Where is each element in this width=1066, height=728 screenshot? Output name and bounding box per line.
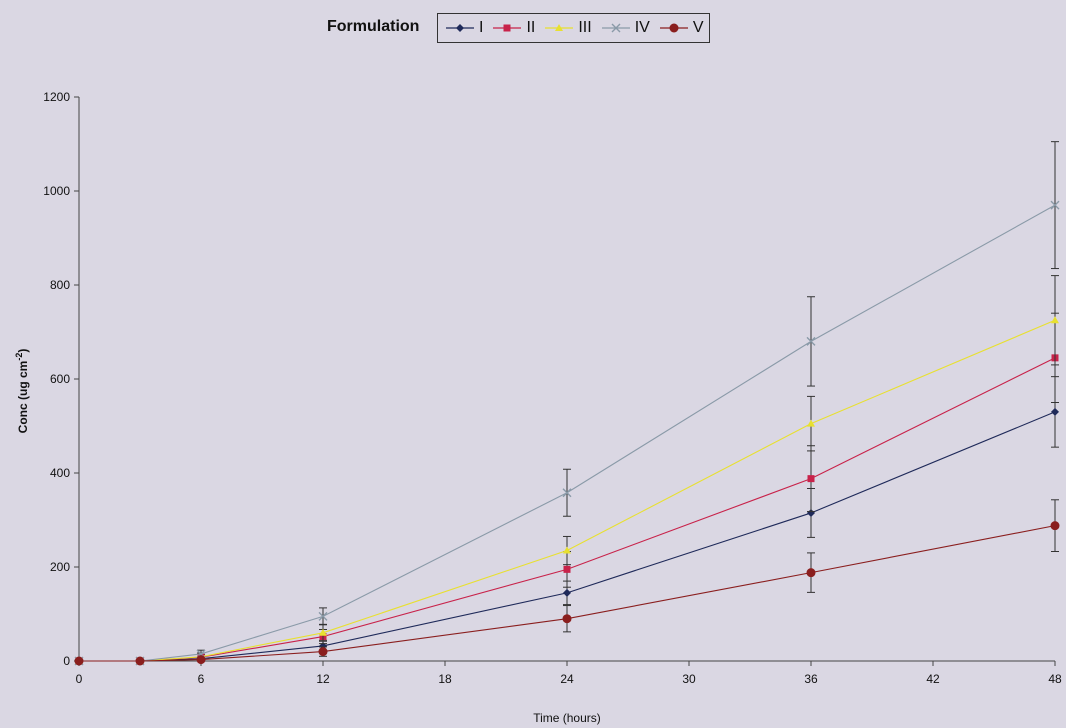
legend-item-V: V bbox=[658, 19, 704, 37]
data-point bbox=[196, 655, 206, 665]
legend-label: II bbox=[526, 19, 536, 36]
legend-marker bbox=[611, 23, 621, 33]
legend-label: V bbox=[692, 19, 704, 36]
x-tick-label: 48 bbox=[1048, 672, 1062, 686]
legend-swatch bbox=[446, 24, 474, 32]
data-point bbox=[319, 628, 327, 636]
legend-item-IV: IV bbox=[600, 19, 650, 37]
x-tick-label: 12 bbox=[316, 672, 330, 686]
legend-item-II: II bbox=[491, 19, 535, 37]
data-point bbox=[806, 336, 816, 346]
x-axis-title: Time (hours) bbox=[533, 711, 601, 725]
data-point bbox=[807, 419, 815, 427]
y-axis-title: Conc (ug cm-2) bbox=[14, 349, 30, 434]
y-tick-label: 1200 bbox=[43, 90, 70, 104]
data-point bbox=[135, 656, 145, 666]
y-tick-label: 800 bbox=[50, 278, 70, 292]
legend-label: III bbox=[578, 19, 592, 36]
y-tick-label: 400 bbox=[50, 466, 70, 480]
legend-swatch bbox=[601, 23, 630, 33]
x-tick-label: 6 bbox=[198, 672, 205, 686]
y-tick-label: 200 bbox=[50, 560, 70, 574]
legend-label: IV bbox=[634, 19, 650, 36]
x-tick-label: 18 bbox=[438, 672, 452, 686]
x-tick-label: 24 bbox=[560, 672, 574, 686]
data-point bbox=[562, 488, 572, 498]
legend-swatch bbox=[545, 24, 574, 31]
y-tick-label: 1000 bbox=[43, 184, 70, 198]
data-point bbox=[806, 568, 816, 578]
y-tick-label: 0 bbox=[63, 654, 70, 668]
series-V bbox=[74, 499, 1060, 666]
legend: I II III IV V bbox=[437, 13, 711, 43]
data-point bbox=[807, 508, 815, 517]
data-point bbox=[1050, 521, 1060, 531]
data-point bbox=[1050, 200, 1060, 210]
data-point bbox=[807, 475, 815, 483]
x-tick-label: 42 bbox=[926, 672, 940, 686]
legend-marker bbox=[503, 24, 511, 32]
data-point bbox=[563, 546, 571, 554]
x-tick-label: 0 bbox=[76, 672, 83, 686]
legend-item-I: I bbox=[444, 19, 483, 37]
data-point bbox=[74, 656, 84, 666]
legend-swatch bbox=[493, 24, 522, 32]
legend-item-III: III bbox=[543, 19, 592, 37]
x-tick-label: 36 bbox=[804, 672, 818, 686]
data-point bbox=[1051, 316, 1059, 324]
legend-title: Formulation bbox=[327, 18, 420, 35]
data-point bbox=[1051, 407, 1059, 416]
y-tick-label: 600 bbox=[50, 372, 70, 386]
data-point bbox=[562, 614, 572, 624]
x-tick-label: 30 bbox=[682, 672, 696, 686]
legend-swatch bbox=[659, 23, 688, 33]
data-point bbox=[318, 611, 328, 621]
data-point bbox=[318, 647, 328, 657]
data-point bbox=[563, 588, 571, 597]
legend-marker bbox=[555, 24, 564, 31]
legend-marker bbox=[669, 23, 679, 33]
legend-label: I bbox=[479, 19, 484, 36]
data-point bbox=[563, 565, 571, 573]
legend-marker bbox=[456, 24, 464, 32]
